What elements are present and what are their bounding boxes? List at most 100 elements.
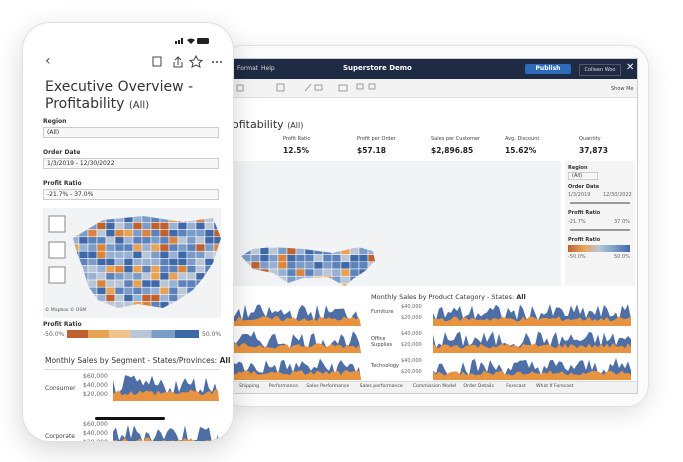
region (204, 250, 215, 259)
region (123, 243, 134, 252)
region (331, 254, 342, 263)
page-title: Executive Overview - (45, 79, 194, 95)
region (132, 265, 143, 274)
region (132, 229, 143, 238)
close-button[interactable]: ✕ (626, 62, 635, 73)
menu-item[interactable]: Format (237, 65, 259, 72)
region (186, 229, 197, 238)
date-slider[interactable] (570, 202, 630, 204)
region (132, 243, 143, 252)
region (340, 275, 351, 284)
map-tool (48, 241, 66, 259)
section-filter: All (219, 356, 231, 365)
region (295, 268, 306, 277)
region (114, 236, 125, 245)
region (150, 243, 161, 252)
region (141, 286, 152, 295)
tab[interactable]: Sales performance (359, 384, 403, 389)
user-menu[interactable]: Colleen Woo (579, 64, 621, 76)
tab[interactable]: Commission Model (412, 384, 457, 389)
region (123, 272, 134, 281)
region (340, 283, 351, 286)
region (159, 294, 170, 302)
region (114, 279, 125, 288)
category-label: Technology (371, 363, 400, 369)
show-me[interactable]: Show Me (611, 86, 634, 92)
region (177, 272, 188, 281)
segment-label: Corporate (45, 433, 75, 440)
region (268, 254, 279, 263)
region (177, 236, 188, 245)
area-secondary (113, 437, 219, 441)
tab[interactable]: Sales Performance (306, 384, 350, 389)
region (87, 229, 98, 238)
region (150, 286, 161, 295)
tab[interactable]: Order Details (463, 384, 494, 389)
filter-box[interactable]: 1/3/2019 - 12/30/2022 (43, 158, 219, 169)
filter-box[interactable]: (All) (43, 127, 219, 138)
region (250, 261, 261, 270)
area-main (113, 424, 219, 441)
publish-button[interactable]: Publish (525, 64, 571, 74)
area-secondary (233, 316, 361, 326)
chart-title: Monthly Sales by Product Category - Stat… (371, 293, 526, 301)
region (159, 222, 170, 230)
sales-area (433, 358, 631, 380)
region (150, 236, 161, 245)
filter-box[interactable]: -21.7% - 37.0% (43, 189, 219, 200)
region (159, 258, 170, 266)
region (195, 265, 206, 274)
region (114, 222, 125, 230)
back-button[interactable]: ‹ (45, 53, 51, 69)
region (78, 243, 89, 252)
tab[interactable]: Performance (268, 384, 298, 389)
kpi-value: $57.18 (357, 146, 386, 155)
region (150, 279, 161, 288)
toolbar (233, 79, 637, 98)
region (177, 222, 188, 230)
region (159, 229, 170, 238)
ratio-slider[interactable] (570, 229, 630, 231)
filter-label: Order Date (568, 184, 600, 190)
region (340, 261, 351, 270)
region (268, 247, 279, 255)
axis-label: $20,000 (83, 439, 108, 441)
header-icons (152, 55, 222, 68)
region (177, 279, 188, 288)
region (150, 229, 161, 238)
region (123, 229, 134, 238)
region (204, 236, 215, 245)
region (87, 243, 98, 252)
region (358, 261, 369, 270)
region (132, 272, 143, 281)
region (159, 243, 170, 252)
sales-area (433, 304, 631, 326)
region (96, 258, 107, 266)
dashboard-title: ofitability (All) (233, 118, 303, 131)
menu-item[interactable]: Help (261, 65, 275, 72)
map-credit: © Mapbox © OSM (45, 308, 87, 313)
region (105, 250, 116, 259)
filter-label: Profit Ratio (568, 210, 601, 216)
kpi-value: 37,873 (579, 146, 608, 155)
area-secondary (433, 343, 631, 353)
sales-area (113, 375, 219, 401)
region (132, 236, 143, 245)
region (340, 268, 351, 277)
tab[interactable]: Forecast (506, 384, 526, 389)
filter-label: Order Date (43, 149, 81, 156)
tab[interactable]: What If Forecast (536, 384, 574, 389)
region (141, 265, 152, 274)
map (43, 208, 221, 318)
tab[interactable]: Shipping (239, 384, 260, 389)
axis-label: $40,000 (401, 304, 422, 310)
legend-max: 50.0% (202, 331, 222, 338)
region-dropdown[interactable]: (All) (568, 172, 598, 180)
region (195, 229, 206, 238)
filter-label: Profit Ratio (43, 180, 82, 187)
map-tool (48, 215, 66, 233)
region (132, 250, 143, 259)
region (114, 294, 125, 302)
section-title-text: Monthly Sales by Segment - States/Provin… (45, 356, 220, 365)
legend-bar (568, 245, 630, 252)
